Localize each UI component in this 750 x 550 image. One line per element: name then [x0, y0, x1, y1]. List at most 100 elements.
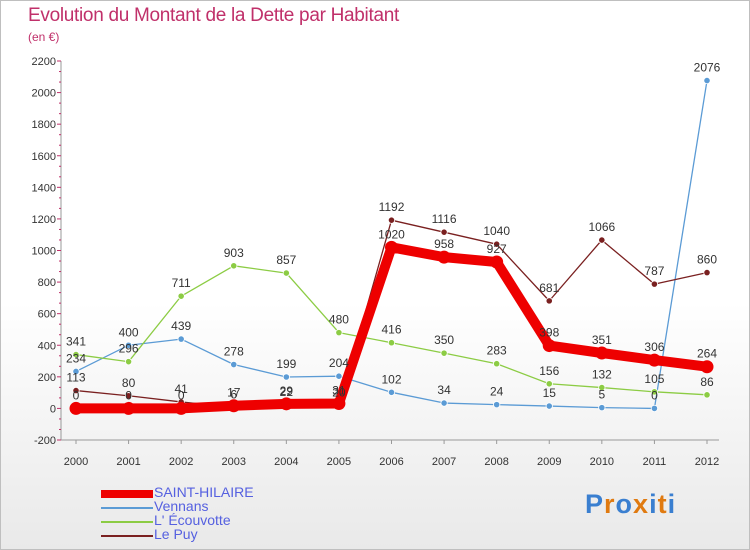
logo-letter: x — [633, 489, 650, 519]
data-label: 132 — [592, 368, 612, 382]
data-point — [177, 335, 185, 343]
data-label: 1020 — [378, 227, 405, 241]
data-label: 860 — [697, 253, 717, 267]
data-point — [230, 360, 238, 369]
data-label: 278 — [224, 345, 244, 359]
data-point — [647, 353, 661, 367]
x-tick-label: 2002 — [169, 456, 193, 468]
data-label: 24 — [490, 385, 504, 399]
x-tick-label: 2000 — [64, 456, 88, 468]
y-tick-label: 2200 — [32, 56, 56, 68]
data-label: 20 — [332, 385, 346, 399]
y-tick-label: 1800 — [32, 119, 56, 131]
data-label: 29 — [280, 384, 294, 398]
data-label: 80 — [122, 376, 136, 390]
data-point — [177, 292, 185, 300]
data-point — [440, 349, 448, 357]
data-point — [598, 404, 606, 412]
data-label: 22 — [280, 385, 294, 399]
data-label: 105 — [644, 372, 664, 386]
logo-letter: t — [657, 489, 668, 519]
logo-letter: i — [649, 489, 658, 519]
data-label: 31 — [332, 384, 346, 398]
data-point — [493, 240, 501, 248]
data-label: 283 — [487, 344, 507, 358]
data-point — [72, 386, 80, 395]
data-point — [545, 297, 553, 305]
proxiti-logo: Proxiti — [585, 489, 676, 520]
data-point — [703, 269, 711, 277]
data-label: 0 — [125, 388, 132, 402]
y-tick-label: 600 — [38, 309, 56, 321]
data-label: 2076 — [694, 61, 721, 75]
data-point — [332, 397, 346, 411]
legend-swatch — [101, 535, 153, 537]
data-point — [72, 367, 80, 376]
data-point — [542, 339, 556, 353]
x-tick-label: 2003 — [222, 456, 246, 468]
data-label: 6 — [230, 387, 237, 401]
data-label: 113 — [66, 371, 85, 385]
data-point — [230, 262, 238, 270]
data-label: 264 — [697, 347, 717, 361]
y-tick-label: 1400 — [32, 182, 56, 194]
legend-label: SAINT-HILAIRE — [154, 484, 254, 500]
y-tick-label: 400 — [38, 340, 56, 352]
data-point — [545, 402, 553, 410]
data-label: 480 — [329, 313, 349, 327]
data-label: 0 — [178, 388, 185, 402]
data-label: 0 — [651, 388, 658, 402]
data-point — [595, 346, 609, 360]
data-point — [69, 401, 83, 415]
data-label: 15 — [543, 386, 557, 400]
data-point — [598, 236, 606, 244]
data-point — [124, 341, 133, 349]
x-tick-label: 2007 — [432, 456, 456, 468]
legend-swatch — [101, 490, 153, 498]
data-point — [174, 401, 188, 415]
data-label: 711 — [172, 276, 191, 290]
data-label: 234 — [66, 351, 86, 365]
data-label: 439 — [171, 319, 191, 333]
data-point — [650, 404, 659, 413]
data-label: 350 — [434, 333, 454, 347]
logo-letter: o — [615, 489, 634, 519]
legend-swatch — [101, 521, 153, 523]
data-label: 41 — [174, 382, 188, 396]
data-point — [703, 391, 711, 399]
y-tick-label: 2000 — [32, 88, 56, 100]
data-label: 400 — [119, 325, 139, 339]
data-point — [493, 360, 501, 368]
data-point — [282, 269, 290, 277]
data-point — [124, 392, 133, 400]
legend-swatch — [101, 507, 153, 509]
x-tick-label: 2010 — [590, 456, 614, 468]
data-point — [387, 339, 396, 347]
data-label: 1040 — [483, 224, 510, 238]
data-point — [279, 397, 293, 411]
data-point — [72, 350, 80, 359]
data-point — [387, 388, 396, 396]
data-label: 306 — [644, 340, 664, 354]
y-tick-label: -200 — [34, 435, 56, 447]
data-point — [335, 329, 343, 337]
data-label: 34 — [437, 383, 451, 397]
data-point — [437, 250, 451, 264]
data-point — [385, 240, 398, 254]
data-point — [650, 388, 659, 396]
data-label: 416 — [381, 323, 401, 337]
y-tick-label: 1600 — [32, 151, 56, 163]
data-label: 86 — [700, 375, 714, 389]
logo-letter: i — [667, 489, 677, 519]
data-label: 681 — [539, 281, 559, 295]
data-label: 199 — [276, 357, 296, 371]
data-point — [440, 228, 448, 236]
chart-subtitle: (en €) — [28, 30, 60, 44]
y-tick-label: 200 — [38, 372, 56, 384]
legend-label: L' Écouvotte — [154, 512, 231, 528]
data-point — [490, 255, 504, 269]
data-label: 787 — [644, 264, 664, 278]
data-label: 903 — [224, 246, 244, 260]
legend-label: Le Puy — [154, 526, 198, 542]
y-tick-label: 800 — [38, 277, 56, 289]
